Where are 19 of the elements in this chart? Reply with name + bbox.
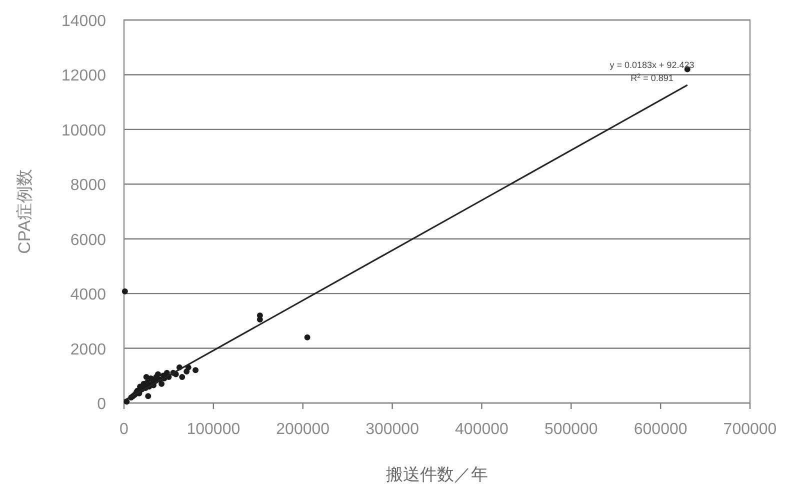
y-tick-label: 10000 [62, 122, 106, 140]
y-tick-label: 12000 [62, 68, 106, 85]
x-tick-label: 700000 [723, 421, 777, 438]
x-tick-label: 300000 [366, 421, 420, 438]
y-tick-label: 2000 [70, 341, 106, 358]
y-tick-label: 0 [97, 396, 106, 413]
annotation: y = 0.0183x + 92.423 [610, 60, 694, 70]
x-axis-title: 搬送件数／年 [386, 465, 488, 484]
x-tick-label: 600000 [634, 421, 688, 438]
x-tick-label: 400000 [455, 421, 509, 438]
x-tick-label: 200000 [276, 421, 330, 438]
x-tick-label: 100000 [186, 421, 240, 438]
y-axis-title: CPA症例数 [15, 169, 34, 254]
x-tick-label: 0 [120, 421, 129, 438]
y-tick-label: 8000 [70, 177, 106, 194]
x-tick-label: 500000 [544, 421, 598, 438]
y-tick-label: 4000 [70, 286, 106, 304]
y-tick-label: 14000 [62, 13, 106, 30]
y-tick-label: 6000 [70, 232, 106, 249]
